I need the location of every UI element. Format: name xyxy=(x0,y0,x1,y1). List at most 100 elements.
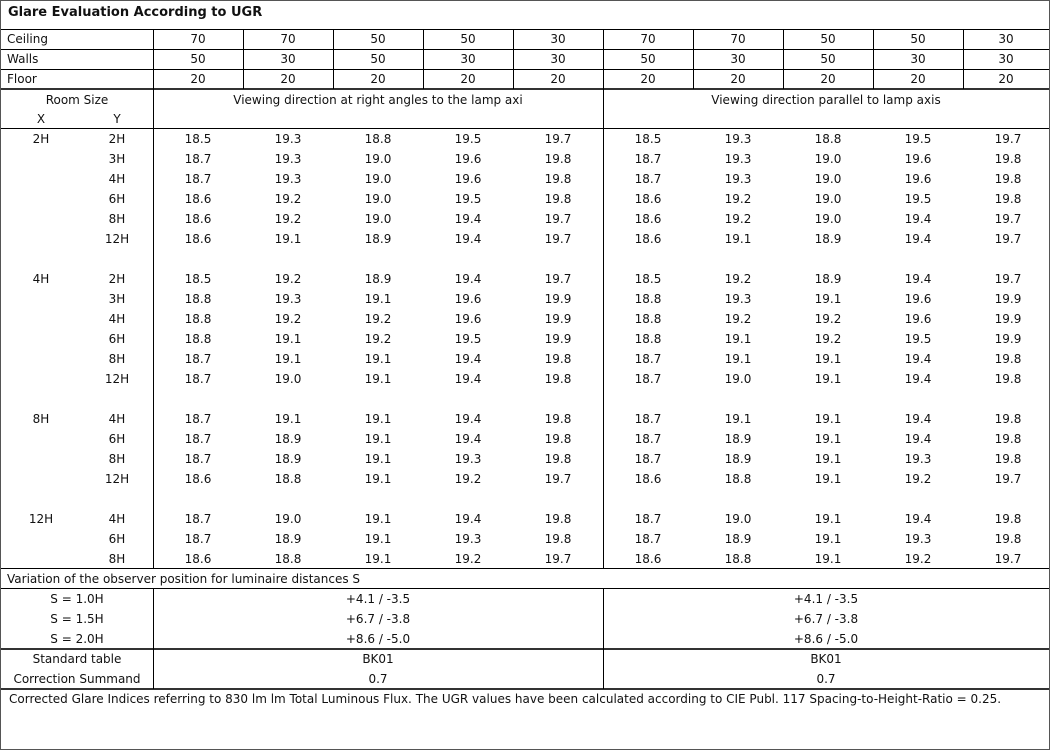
ugr-value: 19.1 xyxy=(814,432,842,446)
ugr-value: 19.6 xyxy=(904,152,932,166)
ugr-value: 19.0 xyxy=(274,372,302,386)
ugr-value: 18.7 xyxy=(634,352,662,366)
ugr-value: 19.3 xyxy=(454,532,482,546)
ugr-value: 19.6 xyxy=(454,312,482,326)
room-size-header: Room Size xyxy=(45,93,109,107)
ugr-value: 19.1 xyxy=(274,332,302,346)
ugr-value: 19.1 xyxy=(364,512,392,526)
ugr-value: 18.9 xyxy=(724,432,752,446)
ugr-value: 19.1 xyxy=(274,352,302,366)
ugr-value: 18.7 xyxy=(184,432,212,446)
ugr-value: 19.3 xyxy=(274,152,302,166)
ugr-value: 19.2 xyxy=(814,312,842,326)
ugr-value: 19.1 xyxy=(364,552,392,566)
ugr-value: 19.8 xyxy=(994,412,1022,426)
ugr-value: 19.8 xyxy=(544,432,572,446)
ugr-value: 19.4 xyxy=(454,512,482,526)
ugr-value: 18.7 xyxy=(184,452,212,466)
ugr-value: 19.0 xyxy=(724,372,752,386)
walls-value: 30 xyxy=(280,52,296,66)
room-y-label: 12H xyxy=(104,232,130,246)
ugr-value: 18.6 xyxy=(184,552,212,566)
floor-value: 20 xyxy=(640,72,656,86)
ugr-value: 19.4 xyxy=(454,372,482,386)
divider xyxy=(513,29,514,89)
ugr-value: 19.7 xyxy=(544,272,572,286)
room-x-label: 2H xyxy=(32,132,50,146)
room-y-label: 12H xyxy=(104,472,130,486)
floor-value: 20 xyxy=(190,72,206,86)
room-y-label: 4H xyxy=(108,312,126,326)
correction-perpendicular: 0.7 xyxy=(368,672,388,686)
ceiling-value: 70 xyxy=(730,32,746,46)
ugr-value: 19.1 xyxy=(814,412,842,426)
ugr-value: 18.6 xyxy=(184,192,212,206)
ugr-value: 19.3 xyxy=(904,532,932,546)
ugr-value: 18.8 xyxy=(724,552,752,566)
ugr-value: 19.2 xyxy=(364,332,392,346)
ugr-value: 19.6 xyxy=(454,172,482,186)
room-y-label: 8H xyxy=(108,452,126,466)
ceiling-value: 70 xyxy=(190,32,206,46)
ugr-value: 18.8 xyxy=(634,292,662,306)
ugr-value: 18.8 xyxy=(364,132,392,146)
ugr-value: 19.5 xyxy=(904,192,932,206)
variation-perpendicular: +4.1 / -3.5 xyxy=(345,592,411,606)
ceiling-label: Ceiling xyxy=(7,32,48,46)
ugr-value: 18.9 xyxy=(724,532,752,546)
ugr-value: 19.4 xyxy=(904,432,932,446)
room-y-label: 4H xyxy=(108,172,126,186)
ugr-value: 18.7 xyxy=(184,172,212,186)
ugr-value: 19.2 xyxy=(814,332,842,346)
ugr-value: 19.3 xyxy=(274,292,302,306)
divider xyxy=(963,29,964,89)
ugr-value: 19.6 xyxy=(904,172,932,186)
ugr-value: 19.1 xyxy=(814,532,842,546)
ugr-value: 19.9 xyxy=(544,332,572,346)
ugr-value: 18.7 xyxy=(634,532,662,546)
room-y-label: 3H xyxy=(108,292,126,306)
ugr-value: 19.3 xyxy=(724,172,752,186)
ugr-value: 19.8 xyxy=(994,532,1022,546)
ugr-value: 19.1 xyxy=(364,432,392,446)
variation-parallel: +4.1 / -3.5 xyxy=(793,592,859,606)
ugr-value: 18.6 xyxy=(184,212,212,226)
variation-perpendicular: +6.7 / -3.8 xyxy=(345,612,411,626)
ugr-value: 19.1 xyxy=(274,232,302,246)
ugr-value: 18.7 xyxy=(184,352,212,366)
ugr-value: 18.6 xyxy=(634,472,662,486)
floor-value: 20 xyxy=(550,72,566,86)
room-x-label: 4H xyxy=(32,272,50,286)
ugr-value: 19.8 xyxy=(994,432,1022,446)
ugr-value: 19.5 xyxy=(454,332,482,346)
ugr-value: 19.5 xyxy=(904,132,932,146)
ugr-value: 19.9 xyxy=(994,312,1022,326)
room-x-label: 12H xyxy=(28,512,54,526)
ugr-value: 19.2 xyxy=(454,552,482,566)
ugr-value: 19.1 xyxy=(364,532,392,546)
ugr-value: 18.6 xyxy=(184,472,212,486)
divider xyxy=(1,69,1049,70)
correction-parallel: 0.7 xyxy=(816,672,836,686)
ugr-value: 19.8 xyxy=(544,512,572,526)
ugr-value: 19.8 xyxy=(544,532,572,546)
ugr-value: 19.0 xyxy=(364,172,392,186)
floor-value: 20 xyxy=(460,72,476,86)
ugr-value: 19.4 xyxy=(904,412,932,426)
ugr-value: 18.7 xyxy=(634,412,662,426)
ceiling-value: 50 xyxy=(910,32,926,46)
ugr-value: 18.9 xyxy=(814,232,842,246)
ugr-value: 19.4 xyxy=(454,272,482,286)
ugr-value: 19.1 xyxy=(364,472,392,486)
ugr-value: 19.4 xyxy=(904,232,932,246)
ugr-value: 19.0 xyxy=(364,212,392,226)
ugr-value: 19.1 xyxy=(274,412,302,426)
ugr-value: 19.2 xyxy=(724,192,752,206)
ugr-value: 19.2 xyxy=(274,272,302,286)
ugr-value: 19.8 xyxy=(994,452,1022,466)
ugr-value: 19.0 xyxy=(814,212,842,226)
divider xyxy=(693,29,694,89)
ugr-value: 19.0 xyxy=(724,512,752,526)
ugr-value: 19.8 xyxy=(544,412,572,426)
ugr-value: 19.1 xyxy=(814,372,842,386)
